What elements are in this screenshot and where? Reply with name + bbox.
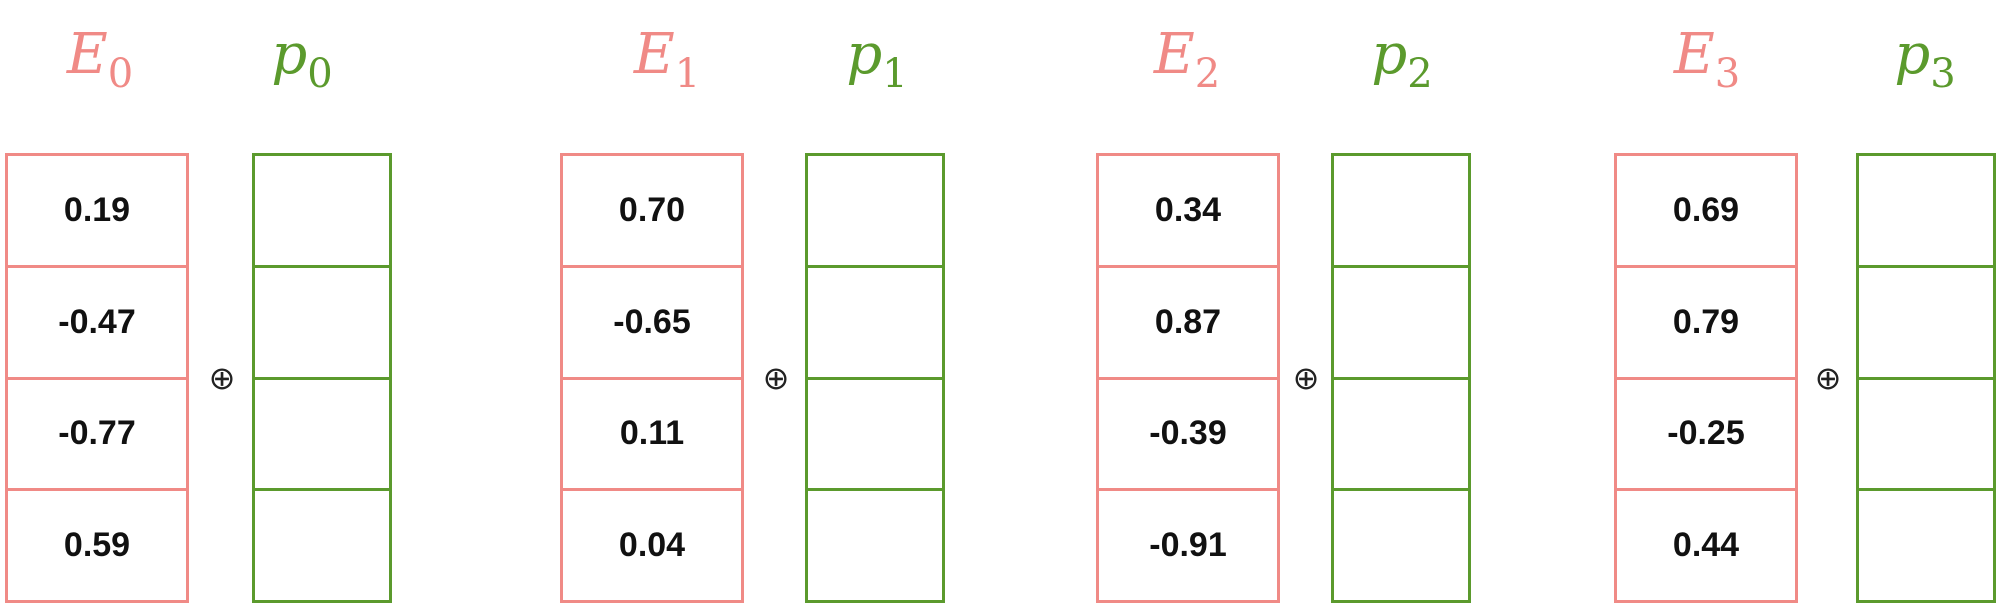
- embedding-value: 0.04: [563, 488, 741, 600]
- plus-operator: ⊕: [1814, 359, 1842, 397]
- position-cell: [1334, 264, 1468, 377]
- embedding-value: 0.19: [63, 190, 131, 229]
- position-cell: [1334, 156, 1468, 265]
- embedding-value: -0.47: [8, 264, 186, 377]
- position-cell: [808, 376, 942, 489]
- position-cell: [255, 488, 389, 600]
- embedding-label: E1: [633, 22, 701, 97]
- embedding-value: 0.79: [1617, 264, 1795, 377]
- embedding-vector: 0.34 0.87 -0.39 -0.91: [1096, 153, 1280, 603]
- position-vector: [1856, 153, 1996, 603]
- embedding-value: 0.87: [1099, 264, 1277, 377]
- embedding-value: -0.39: [1099, 376, 1277, 489]
- embedding-label: E0: [66, 22, 134, 97]
- embedding-vector: 0.19 -0.47 -0.77 0.59: [5, 153, 189, 603]
- position-cell: [808, 488, 942, 600]
- position-label: p3: [1894, 22, 1956, 97]
- position-label: p0: [271, 22, 333, 97]
- position-label: p1: [846, 22, 908, 97]
- plus-operator: ⊕: [762, 359, 790, 397]
- embedding-value: 0.59: [8, 488, 186, 600]
- position-cell: [1859, 264, 1993, 377]
- position-cell: [808, 156, 942, 265]
- embedding-vector: 0.69 0.79 -0.25 0.44: [1614, 153, 1798, 603]
- position-vector: [1331, 153, 1471, 603]
- position-cell: [1334, 376, 1468, 489]
- position-cell: [1859, 156, 1993, 265]
- embedding-value: -0.25: [1617, 376, 1795, 489]
- position-vector: [252, 153, 392, 603]
- plus-operator: ⊕: [208, 359, 236, 397]
- embedding-value: -0.65: [563, 264, 741, 377]
- embedding-value: 0.70: [618, 190, 686, 229]
- position-cell: [255, 264, 389, 377]
- position-cell: [1334, 488, 1468, 600]
- embedding-value: -0.91: [1099, 488, 1277, 600]
- embedding-value: 0.11: [563, 376, 741, 489]
- embedding-value: 0.44: [1617, 488, 1795, 600]
- position-cell: [808, 264, 942, 377]
- position-cell: [1859, 488, 1993, 600]
- embedding-value: 0.34: [1154, 190, 1222, 229]
- embedding-label: E2: [1153, 22, 1221, 97]
- embedding-value: -0.77: [8, 376, 186, 489]
- position-cell: [1859, 376, 1993, 489]
- position-label: p2: [1371, 22, 1433, 97]
- plus-operator: ⊕: [1292, 359, 1320, 397]
- position-cell: [255, 376, 389, 489]
- embedding-vector: 0.70 -0.65 0.11 0.04: [560, 153, 744, 603]
- position-cell: [255, 156, 389, 265]
- embedding-label: E3: [1673, 22, 1741, 97]
- position-vector: [805, 153, 945, 603]
- embedding-value: 0.69: [1672, 190, 1740, 229]
